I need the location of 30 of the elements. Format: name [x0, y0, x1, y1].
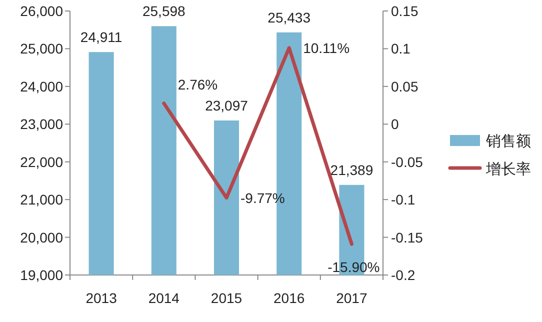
data-label: 2.76%: [178, 76, 218, 92]
y2-tick-label: 0.1: [391, 40, 411, 57]
data-label: 25,433: [268, 9, 311, 26]
y-tick-label: 21,000: [20, 192, 64, 208]
y2-tick-label: -0.1: [391, 192, 416, 208]
x-tick-label: 2013: [86, 290, 118, 306]
data-label: 25,598: [142, 3, 186, 20]
data-label: 24,911: [80, 29, 122, 46]
legend-label: 增长率: [485, 161, 531, 178]
y-tick-label: 24,000: [20, 78, 64, 94]
y-tick-label: 26,000: [20, 3, 64, 19]
x-tick-label: 2015: [210, 290, 242, 306]
x-tick-label: 2016: [274, 290, 305, 306]
y2-tick-label: -0.05: [391, 154, 424, 170]
y2-tick-label: 0: [391, 116, 399, 132]
data-label: 23,097: [205, 97, 248, 114]
y2-tick-label: -0.2: [391, 267, 416, 283]
y-tick-label: 19,000: [20, 267, 64, 283]
y-tick-label: 25,000: [20, 40, 64, 57]
y-tick-label: 20,000: [20, 229, 64, 246]
y2-tick-label: 0.05: [391, 78, 418, 94]
x-tick-label: 2014: [148, 290, 180, 306]
y-tick-label: 22,000: [20, 154, 64, 170]
data-label: 21,389: [330, 162, 374, 178]
legend-label: 销售额: [485, 133, 531, 150]
data-label: 10.11%: [303, 40, 350, 56]
y2-tick-label: -0.15: [391, 229, 424, 246]
y-tick-label: 23,000: [20, 116, 64, 132]
y2-tick-label: 0.15: [391, 3, 418, 19]
x-tick-label: 2017: [336, 290, 368, 306]
